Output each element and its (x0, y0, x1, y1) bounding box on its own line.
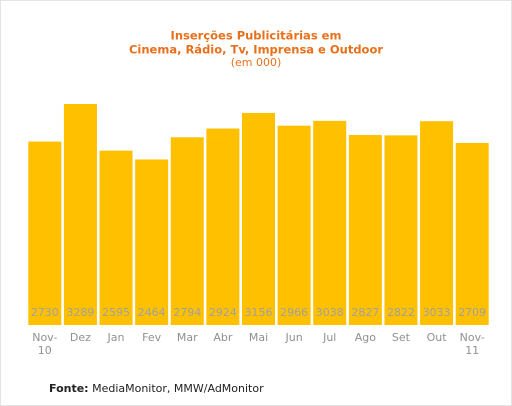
bar (63, 104, 97, 325)
value-label: 3033 (423, 306, 451, 319)
bar (170, 137, 204, 325)
bar (206, 128, 240, 325)
value-label: 2966 (280, 306, 308, 319)
x-tick-label: Mar (177, 331, 198, 344)
bar (384, 135, 418, 325)
value-label: 2709 (458, 306, 486, 319)
value-label: 2730 (31, 306, 59, 319)
bar (277, 125, 311, 326)
bar (420, 121, 454, 325)
x-tick-label: Set (392, 331, 411, 344)
bar (135, 159, 169, 325)
source: Fonte: MediaMonitor, MMW/AdMonitor (49, 382, 264, 395)
value-label: 2822 (387, 306, 415, 319)
x-tick-label: Nov-10 (32, 331, 57, 357)
value-label: 3289 (66, 306, 94, 319)
bar (99, 150, 133, 325)
bar (242, 112, 275, 325)
chart-title: Inserções Publicitárias em (171, 29, 342, 43)
value-label: 2827 (351, 306, 379, 319)
source-text: MediaMonitor, MMW/AdMonitor (92, 382, 264, 395)
x-tick-label: Dez (70, 331, 91, 344)
x-tick-label: Ago (355, 331, 377, 344)
value-label: 3156 (245, 306, 273, 319)
bar (348, 135, 382, 325)
source-label: Fonte: (49, 382, 89, 395)
chart-subtitle: Cinema, Rádio, Tv, Imprensa e Outdoor (129, 43, 383, 57)
x-tick-label: Mai (249, 331, 268, 344)
value-label: 2595 (102, 306, 130, 319)
bar (313, 120, 347, 325)
unit-note: (em 000) (231, 56, 282, 69)
value-label: 3038 (316, 306, 344, 319)
bar (28, 141, 62, 325)
x-tick-label: Fev (142, 331, 161, 344)
value-label: 2464 (138, 306, 166, 319)
x-tick-label: Nov-11 (460, 331, 485, 357)
x-tick-label: Jul (322, 331, 336, 344)
x-tick-label: Jun (285, 331, 303, 344)
x-tick-label: Jan (107, 331, 125, 344)
x-tick-label: Out (427, 331, 448, 344)
bar (455, 142, 489, 325)
x-tick-label: Abr (213, 331, 233, 344)
value-label: 2924 (209, 306, 237, 319)
value-label: 2794 (173, 306, 201, 319)
